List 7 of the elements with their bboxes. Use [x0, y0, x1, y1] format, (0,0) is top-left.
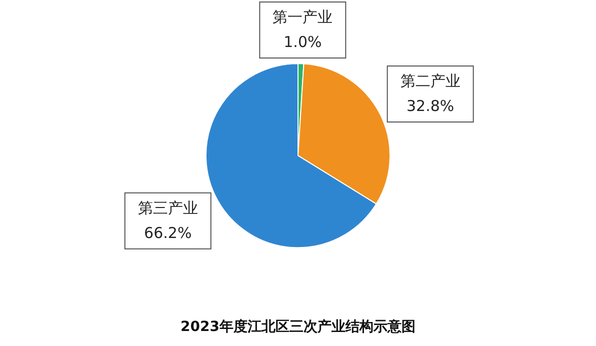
- data-label: 32.8%: [406, 96, 454, 115]
- data-label: 1.0%: [284, 32, 322, 51]
- slice-label: 第一产业: [272, 8, 333, 26]
- text: 2023年度江北区三次产业结构示意图: [180, 318, 416, 336]
- slice-label: 第三产业: [138, 198, 198, 217]
- data-label: 66.2%: [144, 224, 192, 242]
- slice-label: 第二产业: [400, 72, 460, 90]
